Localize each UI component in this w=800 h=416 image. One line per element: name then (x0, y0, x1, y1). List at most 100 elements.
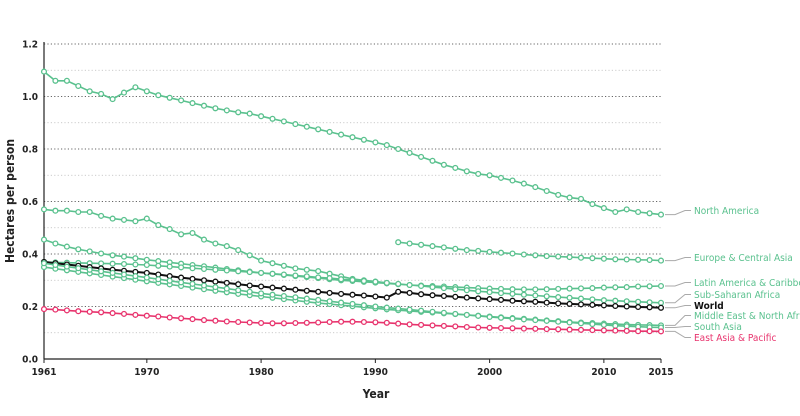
data-point (258, 283, 265, 290)
data-point (235, 287, 242, 294)
data-point (566, 294, 573, 301)
data-point (109, 310, 116, 317)
data-point (475, 288, 482, 295)
data-point (452, 310, 459, 317)
data-point (589, 296, 596, 303)
data-point (452, 323, 459, 330)
data-point (315, 274, 322, 281)
data-point (520, 286, 527, 293)
data-point (360, 136, 367, 143)
label-leader-line (665, 315, 691, 326)
data-point (235, 268, 242, 275)
data-point (292, 286, 299, 293)
data-point (600, 284, 607, 291)
data-point (440, 285, 447, 292)
data-point (166, 263, 173, 270)
data-point (635, 208, 642, 216)
data-point (303, 273, 310, 280)
data-point (463, 247, 470, 254)
data-point (657, 304, 665, 311)
data-point (200, 317, 208, 324)
data-point (555, 300, 562, 307)
data-point (109, 252, 116, 259)
data-point (280, 271, 287, 278)
data-point (349, 291, 356, 298)
data-point (326, 298, 333, 305)
data-point (338, 299, 345, 306)
data-point (566, 254, 573, 261)
data-point (143, 88, 150, 95)
data-point (212, 317, 219, 324)
data-point (418, 321, 425, 328)
data-point (326, 289, 333, 296)
data-point (555, 318, 562, 325)
data-point (212, 284, 219, 291)
series-label-world: World (694, 301, 724, 312)
data-point (143, 312, 150, 319)
data-point (475, 295, 482, 302)
data-point (223, 318, 230, 325)
axes: 0.0 0.2 0.4 0.6 0.8 1.0 1.2 1961 1970 1980 1990 200… (22, 40, 673, 379)
data-point (475, 324, 482, 331)
data-point (338, 290, 345, 297)
data-point (577, 285, 585, 292)
data-point (40, 306, 48, 313)
series-labels: North America Europe & Central Asia Latin … (665, 206, 800, 344)
data-point (303, 287, 310, 294)
data-point (98, 90, 105, 97)
data-point (372, 293, 379, 300)
data-point (63, 243, 70, 250)
data-point (452, 286, 459, 293)
data-point (452, 164, 459, 171)
data-point (372, 319, 379, 326)
data-point (315, 296, 322, 303)
data-point (555, 326, 562, 333)
data-point (520, 325, 527, 332)
data-point (383, 142, 390, 149)
data-point (429, 308, 436, 315)
data-point (497, 324, 505, 332)
data-point (120, 260, 128, 268)
data-point (120, 310, 128, 317)
data-point (555, 294, 562, 301)
data-point (258, 319, 265, 327)
data-point (463, 168, 470, 175)
series-label-sub-saharan-africa: Sub-Saharan Africa (694, 290, 780, 301)
data-point (235, 247, 242, 254)
data-point (246, 288, 253, 295)
data-point (463, 287, 470, 294)
data-point (303, 319, 310, 326)
data-point (589, 301, 596, 308)
data-point (429, 284, 436, 291)
data-point (600, 327, 607, 334)
data-point (75, 308, 82, 315)
data-point (235, 281, 242, 288)
data-point (189, 229, 196, 237)
y-tick-label: 1.0 (22, 92, 38, 103)
data-point (577, 254, 585, 261)
data-point (315, 268, 322, 275)
data-point (532, 317, 539, 324)
x-tick-label: 1980 (249, 367, 274, 378)
data-point (360, 302, 367, 309)
data-point (63, 207, 70, 214)
data-point (246, 319, 253, 326)
data-point (475, 247, 482, 254)
data-point (509, 297, 516, 304)
data-point (189, 100, 196, 107)
data-point (532, 286, 539, 293)
data-point (395, 320, 402, 327)
data-point (623, 284, 630, 291)
data-point (395, 145, 402, 153)
data-point (657, 211, 665, 218)
data-point (109, 96, 116, 103)
data-point (303, 266, 310, 273)
data-point (543, 286, 550, 293)
data-point (269, 284, 276, 291)
data-point (235, 109, 242, 116)
data-point (338, 318, 345, 325)
data-point (52, 207, 59, 214)
data-point (440, 244, 447, 251)
series-line (398, 241, 662, 262)
